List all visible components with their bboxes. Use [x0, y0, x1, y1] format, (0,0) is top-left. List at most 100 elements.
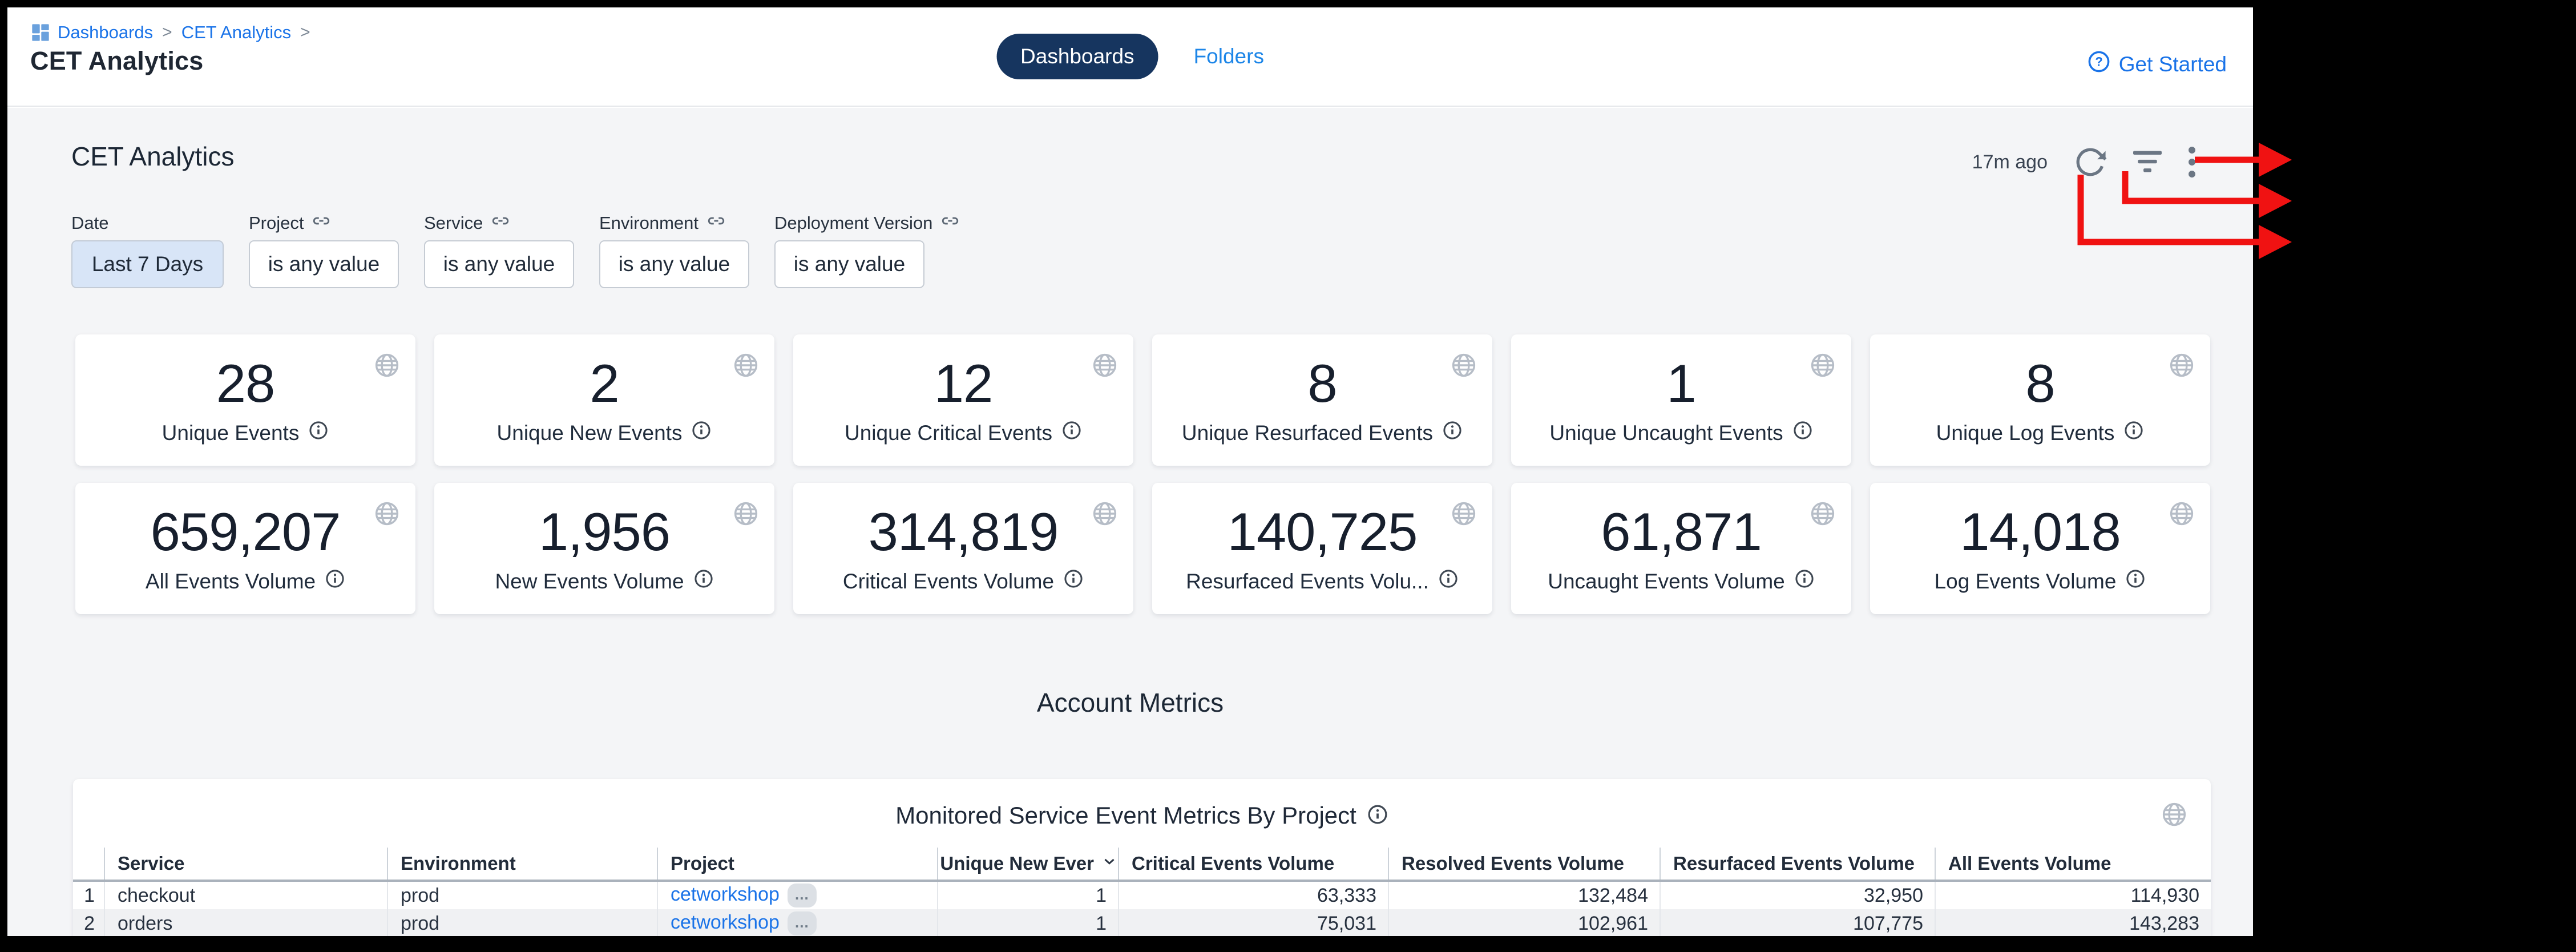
- cell-service: orders: [104, 909, 387, 936]
- row-number: 1: [84, 884, 95, 906]
- table-header-row: Service Environment Project Unique New E…: [73, 848, 2211, 882]
- table-row: 2 orders prod cetworkshop … 1 75,031 102,…: [73, 909, 2211, 936]
- kpi-value: 8: [2025, 353, 2055, 413]
- dashboard-actions: 17m ago: [1972, 144, 2196, 180]
- filter-icon[interactable]: [2133, 151, 2162, 174]
- globe-icon: [1450, 352, 1477, 382]
- table-card: Monitored Service Event Metrics By Proje…: [73, 779, 2211, 936]
- kpi-row-volume: 659,207 All Events Volume 1,956 New Even…: [75, 483, 2210, 614]
- info-icon[interactable]: [1794, 568, 1815, 594]
- cell-project: cetworkshop …: [657, 881, 938, 909]
- filter-deployment-version-value-button[interactable]: is any value: [774, 240, 924, 288]
- tab-dashboards[interactable]: Dashboards: [996, 34, 1158, 79]
- kpi-tile: 8 Unique Resurfaced Events: [1152, 334, 1492, 466]
- app-window: Dashboards > CET Analytics > CET Analyti…: [7, 7, 2253, 936]
- info-icon[interactable]: [1438, 568, 1459, 594]
- breadcrumb-link-cet-analytics[interactable]: CET Analytics: [181, 22, 292, 42]
- kpi-label: Log Events Volume: [1934, 569, 2117, 593]
- kpi-tile: 14,018 Log Events Volume: [1870, 483, 2210, 614]
- info-icon[interactable]: [1442, 420, 1463, 446]
- kebab-menu-icon[interactable]: [2188, 146, 2196, 178]
- globe-icon: [2168, 500, 2195, 530]
- table-row: 1 checkout prod cetworkshop … 1 63,333 13…: [73, 881, 2211, 909]
- kpi-value: 1: [1666, 353, 1696, 413]
- filter-bar: Date Last 7 Days Project is any value Se…: [71, 212, 960, 288]
- svg-text:?: ?: [2095, 55, 2102, 69]
- column-header-resurfaced-events-volume[interactable]: Resurfaced Events Volume: [1660, 848, 1935, 882]
- globe-icon: [1809, 352, 1836, 382]
- column-header-service[interactable]: Service: [104, 848, 387, 882]
- filter-label: Project: [249, 213, 304, 233]
- column-header-critical-events-volume[interactable]: Critical Events Volume: [1118, 848, 1388, 882]
- info-icon[interactable]: [693, 568, 714, 594]
- filter-project: Project is any value: [249, 212, 399, 288]
- column-header-unique-new-events[interactable]: Unique New Ever: [937, 848, 1119, 882]
- kpi-label: Unique Events: [161, 421, 300, 445]
- info-icon[interactable]: [2123, 420, 2144, 446]
- kpi-label: Uncaught Events Volume: [1548, 569, 1785, 593]
- globe-icon: [1450, 500, 1477, 530]
- filter-environment-value-button[interactable]: is any value: [599, 240, 749, 288]
- help-circle-icon: ?: [2087, 50, 2111, 79]
- filter-project-value-button[interactable]: is any value: [249, 240, 399, 288]
- kpi-label: Unique Critical Events: [845, 421, 1052, 445]
- globe-icon: [2168, 352, 2195, 382]
- kpi-value: 14,018: [1960, 502, 2121, 562]
- cell-environment: prod: [387, 881, 657, 909]
- project-link[interactable]: cetworkshop: [671, 911, 780, 933]
- info-icon[interactable]: [1061, 420, 1082, 446]
- globe-icon: [1809, 500, 1836, 530]
- link-chain-icon: [491, 211, 510, 235]
- kpi-tile: 1 Unique Uncaught Events: [1511, 334, 1851, 466]
- kpi-value: 28: [216, 353, 276, 413]
- cell-project: cetworkshop …: [657, 909, 938, 936]
- info-icon[interactable]: [691, 420, 712, 446]
- page-title: CET Analytics: [30, 46, 204, 75]
- column-header-resolved-events-volume[interactable]: Resolved Events Volume: [1388, 848, 1660, 882]
- column-header-project[interactable]: Project: [657, 848, 938, 882]
- metrics-table: Service Environment Project Unique New E…: [73, 848, 2211, 936]
- kpi-value: 314,819: [868, 502, 1059, 562]
- refresh-icon[interactable]: [2074, 146, 2107, 179]
- kpi-tile: 61,871 Uncaught Events Volume: [1511, 483, 1851, 614]
- kpi-value: 140,725: [1227, 502, 1418, 562]
- dashboards-grid-icon: [31, 23, 50, 42]
- column-header-environment[interactable]: Environment: [387, 848, 657, 882]
- top-tabs: Dashboards Folders: [996, 34, 1264, 79]
- ellipsis-badge[interactable]: …: [787, 911, 817, 935]
- globe-icon: [1091, 500, 1119, 530]
- info-icon[interactable]: [308, 420, 329, 446]
- breadcrumb-separator: >: [300, 23, 310, 42]
- globe-icon: [2161, 801, 2188, 831]
- tab-folders[interactable]: Folders: [1193, 45, 1264, 68]
- filter-deployment-version: Deployment Version is any value: [774, 212, 960, 288]
- link-chain-icon: [940, 211, 960, 235]
- info-icon[interactable]: [1063, 568, 1084, 594]
- kpi-value: 8: [1307, 353, 1337, 413]
- kpi-tile: 28 Unique Events: [75, 334, 415, 466]
- ellipsis-badge[interactable]: …: [787, 884, 817, 907]
- cell-resurfaced-events-volume: 32,950: [1660, 881, 1935, 909]
- filter-date-value-button[interactable]: Last 7 Days: [71, 240, 224, 288]
- cell-environment: prod: [387, 909, 657, 936]
- row-number-header: [73, 848, 104, 882]
- kpi-tile: 8 Unique Log Events: [1870, 334, 2210, 466]
- get-started-link[interactable]: ? Get Started: [2087, 50, 2227, 79]
- globe-icon: [373, 500, 401, 530]
- cell-critical-events-volume: 63,333: [1118, 881, 1388, 909]
- filter-service-value-button[interactable]: is any value: [424, 240, 574, 288]
- filter-environment: Environment is any value: [599, 212, 749, 288]
- info-icon[interactable]: [1367, 804, 1388, 828]
- cell-resolved-events-volume: 132,484: [1388, 881, 1660, 909]
- breadcrumb-link-dashboards[interactable]: Dashboards: [58, 22, 154, 42]
- project-link[interactable]: cetworkshop: [671, 883, 780, 905]
- kpi-label: Critical Events Volume: [842, 569, 1055, 593]
- info-icon[interactable]: [2125, 568, 2146, 594]
- info-icon[interactable]: [1792, 420, 1813, 446]
- cell-unique-new-events: 1: [937, 881, 1119, 909]
- column-header-all-events-volume[interactable]: All Events Volume: [1935, 848, 2211, 882]
- cell-unique-new-events: 1: [937, 909, 1119, 936]
- kpi-value: 61,871: [1601, 502, 1762, 562]
- info-icon[interactable]: [325, 568, 345, 594]
